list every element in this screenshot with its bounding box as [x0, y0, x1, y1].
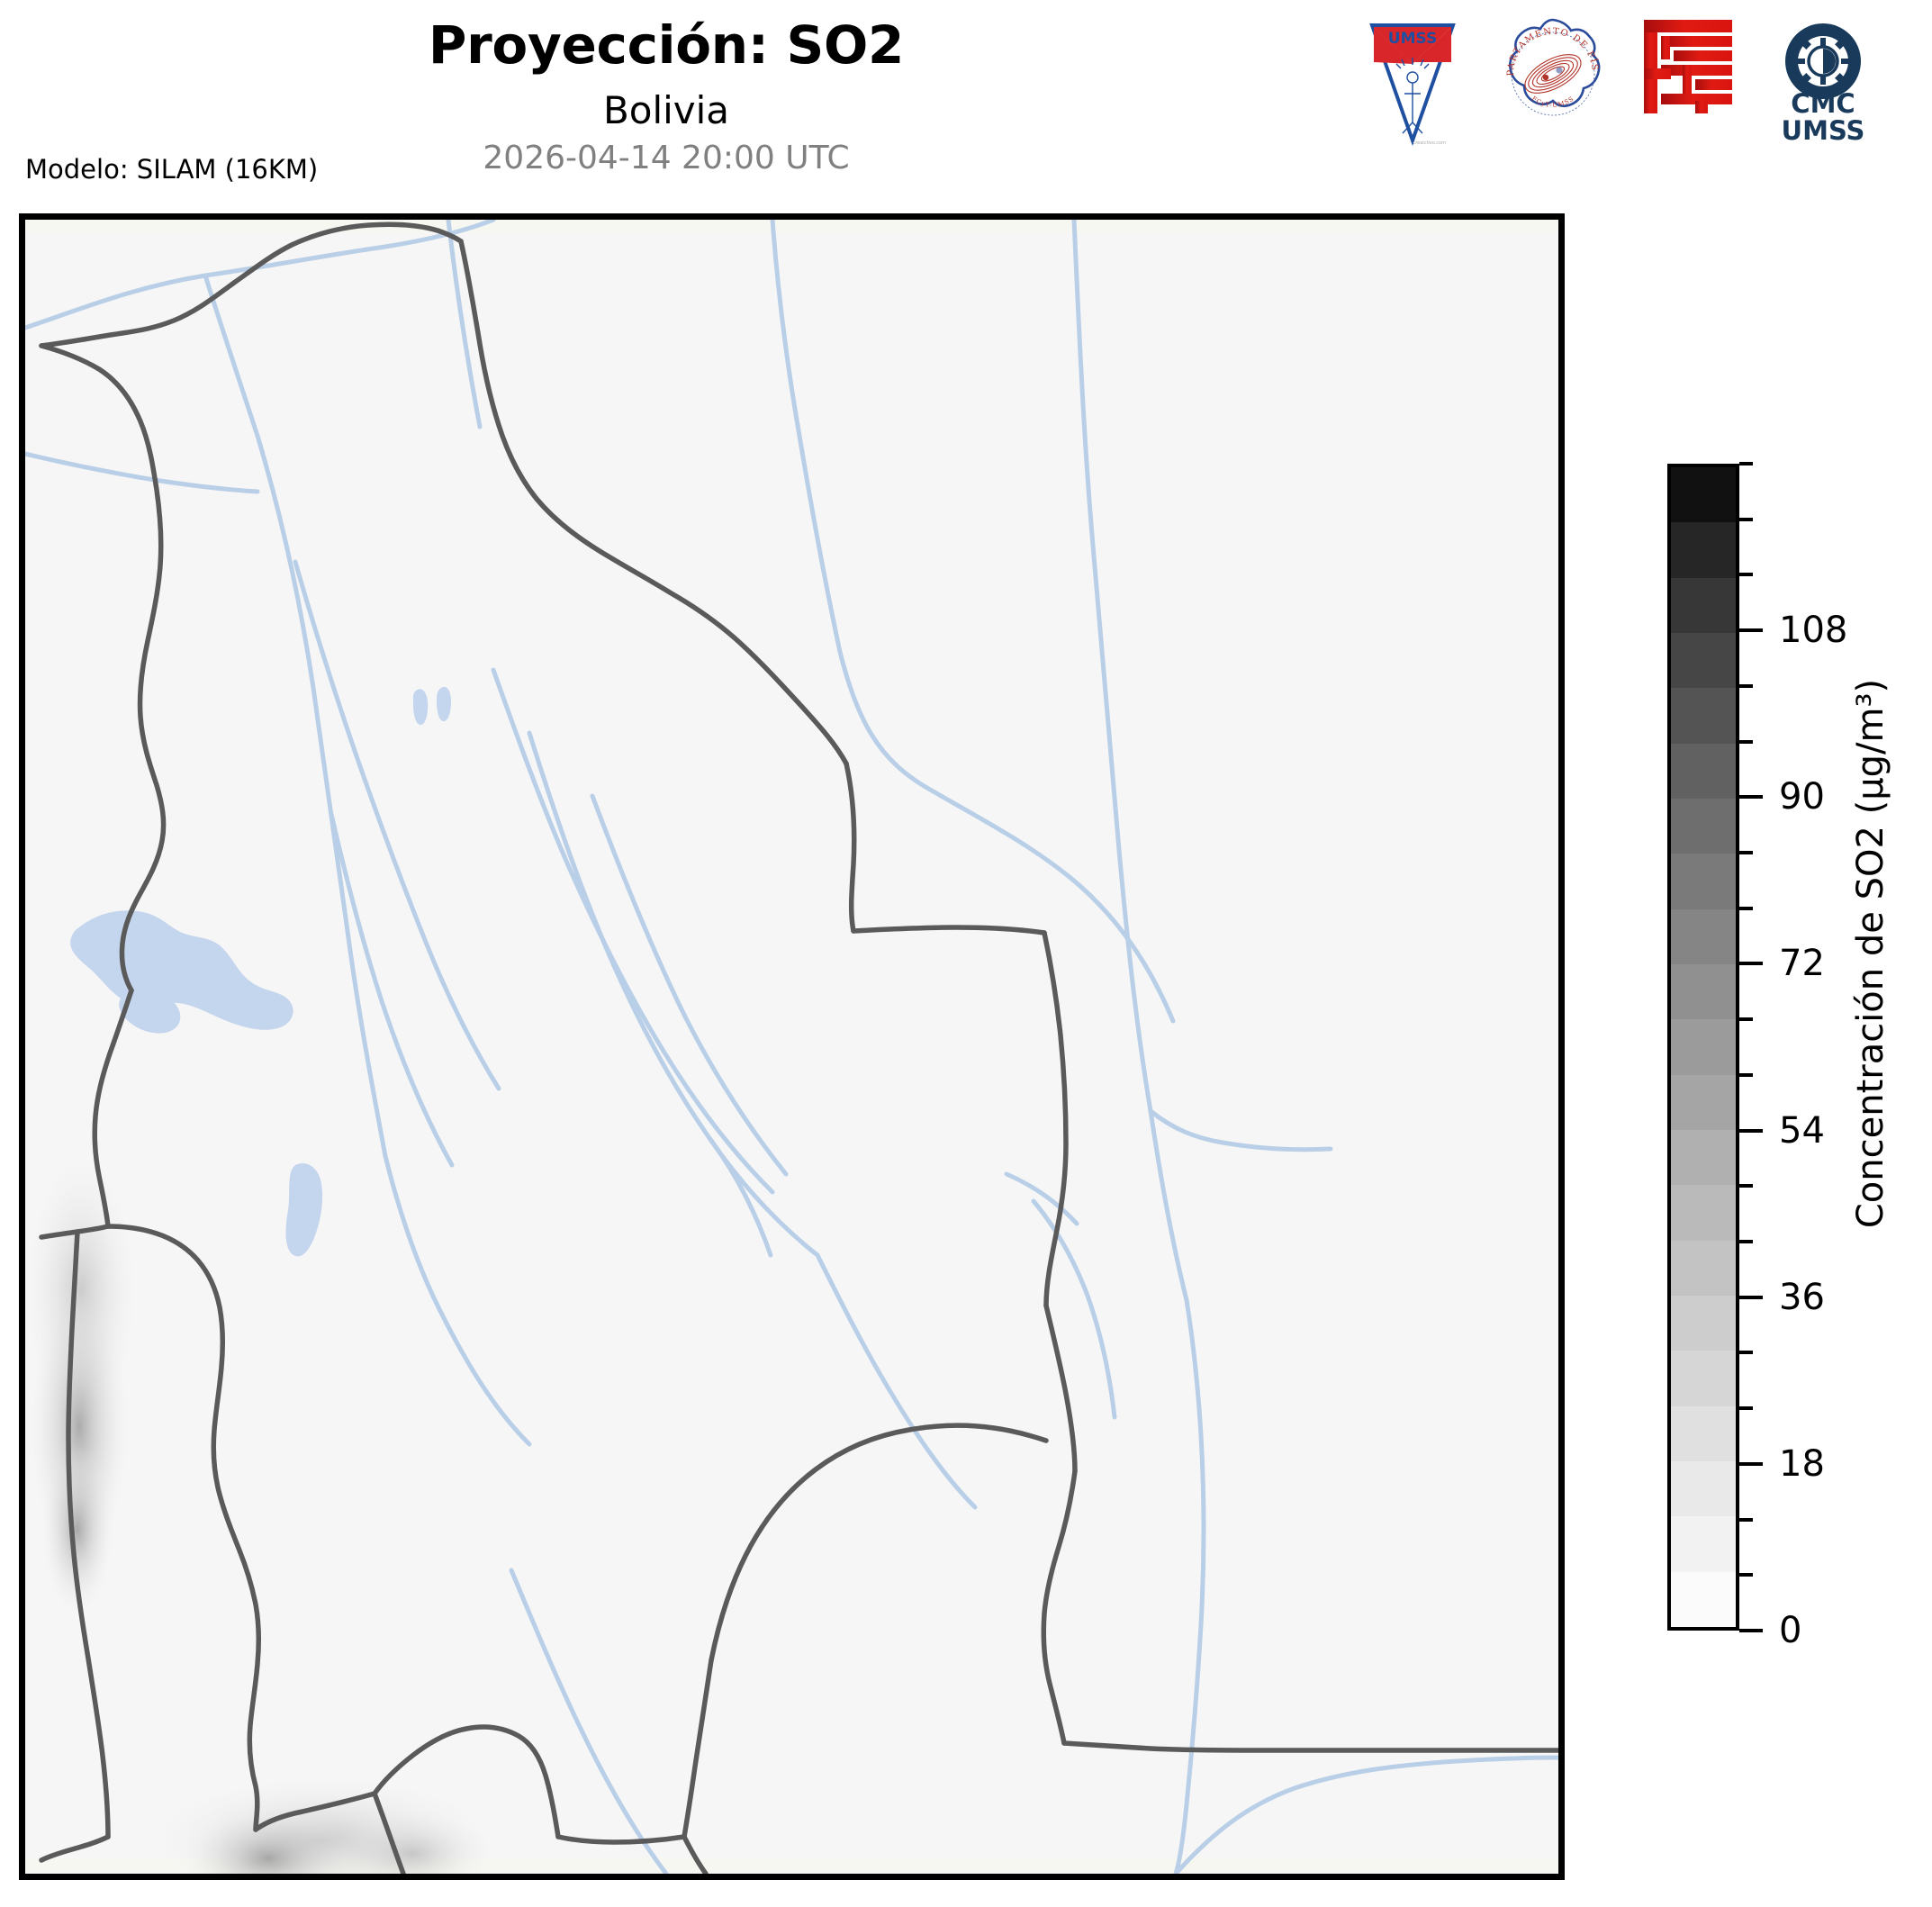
colorbar-band	[1671, 1185, 1736, 1241]
colorbar-band	[1671, 688, 1736, 744]
colorbar-major-tick	[1739, 1629, 1763, 1632]
colorbar-tick-label: 108	[1779, 610, 1848, 652]
model-line: Modelo: SILAM (16KM)	[25, 154, 319, 185]
departamento-de-fisica-logo: DEPARTAMENTO DE FÍSICA FCyT-UMSS	[1494, 14, 1601, 116]
so2-concentration-layer	[25, 1156, 493, 1874]
fcyt-logo	[1644, 20, 1732, 113]
colorbar-band	[1671, 1295, 1736, 1351]
borders-layer	[39, 221, 1558, 1874]
colorbar-band	[1671, 1129, 1736, 1186]
colorbar-axis-label-text: Concentración de SO2 (µg/m³)	[1850, 678, 1891, 1229]
lakes-layer	[70, 686, 451, 1257]
colorbar-tick-label: 72	[1779, 943, 1825, 985]
logo-row: UMSS creaictivo.com DEPARTAM	[1350, 14, 1900, 149]
map-land-fill	[25, 232, 1558, 1857]
colorbar-minor-tick	[1739, 573, 1753, 577]
colorbar-band	[1671, 1074, 1736, 1130]
colorbar-tick-label: 36	[1779, 1276, 1825, 1318]
colorbar-minor-tick	[1739, 739, 1753, 744]
colorbar-band	[1671, 577, 1736, 633]
cmc-umss-label: CMC UMSS	[1760, 90, 1886, 145]
colorbar-tick-label: 90	[1779, 776, 1825, 818]
map-plot-area[interactable]	[19, 213, 1565, 1880]
colorbar-minor-tick	[1739, 851, 1753, 854]
colorbar-band	[1671, 1571, 1736, 1627]
colorbar-band	[1671, 1405, 1736, 1461]
subtitle-region: Bolivia	[602, 88, 730, 132]
colorbar-minor-tick	[1739, 906, 1753, 910]
colorbar-band	[1671, 798, 1736, 854]
cmc-line1: CMC	[1791, 88, 1855, 119]
colorbar-major-tick	[1739, 1295, 1763, 1299]
colorbar-band	[1671, 522, 1736, 578]
colorbar-major-tick	[1739, 1128, 1763, 1133]
colorbar-minor-tick	[1739, 517, 1753, 521]
colorbar-band	[1671, 1460, 1736, 1517]
umss-pennant-logo: UMSS creaictivo.com	[1369, 23, 1456, 146]
forecast-timestamp: 2026-04-14 20:00 UTC	[483, 140, 850, 176]
page-title: Proyección: SO2	[428, 14, 905, 76]
colorbar-minor-tick	[1739, 1406, 1753, 1411]
colorbar-minor-tick	[1739, 683, 1753, 688]
colorbar-minor-tick	[1739, 1072, 1753, 1077]
colorbar-minor-tick	[1739, 1573, 1753, 1577]
svg-text:creaictivo.com: creaictivo.com	[1413, 140, 1446, 146]
colorbar-band	[1671, 1516, 1736, 1572]
colorbar-tick-label: 18	[1779, 1442, 1825, 1485]
cmc-umss-logo	[1785, 23, 1861, 99]
colorbar-band	[1671, 1240, 1736, 1296]
colorbar-axis-label: Concentración de SO2 (µg/m³)	[1826, 0, 1916, 1907]
colorbar-minor-tick	[1739, 1240, 1753, 1243]
colorbar-band	[1671, 854, 1736, 909]
colorbar-tick-label: 0	[1779, 1610, 1802, 1651]
colorbar-minor-tick	[1739, 1351, 1753, 1355]
colorbar-band	[1671, 963, 1736, 1020]
colorbar-minor-tick	[1739, 1184, 1753, 1188]
colorbar-minor-tick	[1739, 1517, 1753, 1522]
colorbar-band	[1671, 1019, 1736, 1075]
colorbar-band	[1671, 743, 1736, 799]
colorbar-tick-label: 54	[1779, 1109, 1825, 1152]
colorbar-major-tick	[1739, 628, 1763, 633]
map-vector-layer	[25, 220, 1558, 1874]
colorbar-minor-tick	[1739, 462, 1753, 465]
title-block: Proyección: SO2 Bolivia 2026-04-14 20:00…	[0, 0, 1332, 176]
colorbar-band	[1671, 467, 1736, 523]
colorbar-band	[1671, 1351, 1736, 1406]
colorbar-ticks: 0 18 36 54 72 90 108	[1739, 462, 1919, 1651]
colorbar-major-tick	[1739, 1461, 1763, 1466]
colorbar-band	[1671, 908, 1736, 964]
rivers-layer	[25, 220, 1558, 1874]
colorbar[interactable]	[1667, 464, 1739, 1631]
colorbar-minor-tick	[1739, 1017, 1753, 1022]
colorbar-major-tick	[1739, 962, 1763, 966]
svg-text:UMSS: UMSS	[1388, 30, 1437, 48]
colorbar-band	[1671, 632, 1736, 689]
cmc-line2: UMSS	[1781, 115, 1865, 147]
colorbar-gradient	[1667, 464, 1739, 1631]
colorbar-major-tick	[1739, 795, 1763, 800]
